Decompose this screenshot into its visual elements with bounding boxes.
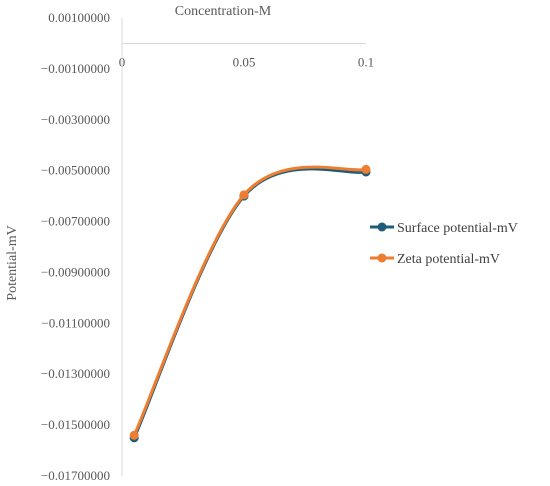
legend-label: Surface potential-mV: [397, 221, 518, 236]
y-tick-label: −0.00500000: [41, 163, 110, 178]
series-line: [132, 167, 368, 440]
x-tick-labels: 00.050.1: [119, 54, 374, 69]
y-tick-label: 0.00100000: [48, 10, 110, 25]
series-line: [132, 165, 368, 437]
x-axis-title: Concentration-M: [175, 4, 272, 19]
y-tick-label: −0.01100000: [41, 315, 110, 330]
y-tick-label: −0.00300000: [41, 112, 110, 127]
y-tick-label: −0.01700000: [41, 468, 110, 483]
x-tick-label: 0.05: [233, 54, 256, 69]
series-point: [239, 190, 249, 200]
y-tick-label: −0.01500000: [41, 417, 110, 432]
x-tick-label: 0.1: [358, 54, 374, 69]
series-point: [129, 430, 139, 440]
legend-swatch-marker: [377, 222, 387, 232]
legend-label: Zeta potential-mV: [397, 252, 500, 267]
y-tick-labels: 0.00100000 −0.00100000 −0.00300000 −0.00500…: [41, 10, 110, 483]
legend: Surface potential-mV Zeta potential-mV: [370, 221, 518, 267]
series-point: [361, 164, 371, 174]
series-layer: [129, 164, 371, 443]
y-tick-label: −0.01300000: [41, 366, 110, 381]
legend-swatch-marker: [377, 253, 387, 263]
y-axis-title: Potential-mV: [5, 225, 20, 300]
y-tick-label: −0.00100000: [41, 61, 110, 76]
y-tick-label: −0.00900000: [41, 264, 110, 279]
y-tick-label: −0.00700000: [41, 214, 110, 229]
